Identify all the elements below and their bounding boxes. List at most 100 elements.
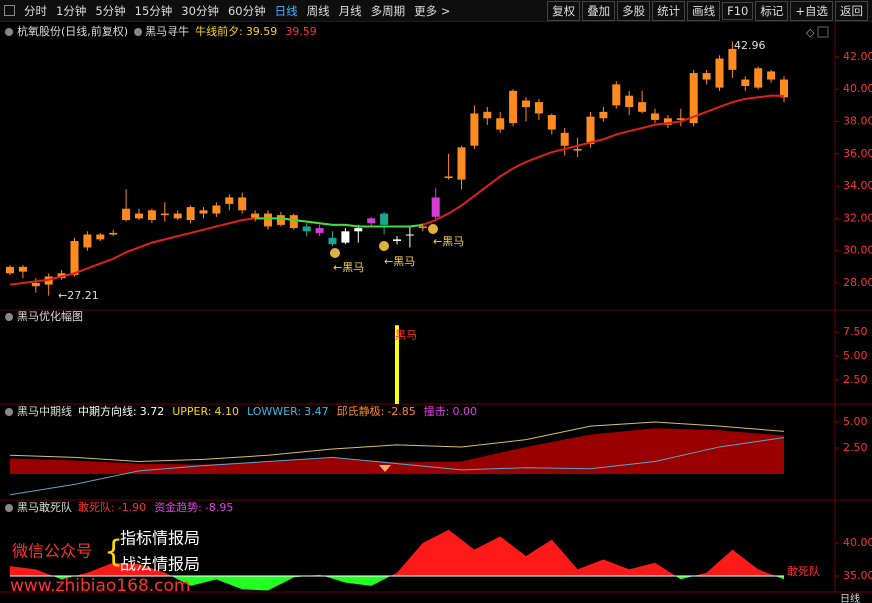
candle-body xyxy=(289,215,298,229)
scroll-box[interactable] xyxy=(817,26,829,38)
tool-button[interactable]: 返回 xyxy=(835,0,868,21)
candle-body xyxy=(444,176,453,179)
tool-button[interactable]: +自选 xyxy=(790,0,833,21)
icon[interactable] xyxy=(4,5,15,16)
candle-body xyxy=(780,79,788,98)
candle-body xyxy=(212,205,221,214)
legend-label: 邱氏静极: xyxy=(337,404,385,418)
y-tick-label: 40.00 xyxy=(843,536,872,549)
candle-body xyxy=(367,218,376,224)
candle-body xyxy=(715,58,724,88)
watermark: 微信公众号 xyxy=(12,542,92,561)
candle-body xyxy=(418,226,427,229)
tool-button[interactable]: 复权 xyxy=(547,0,581,21)
candle-body xyxy=(186,207,195,221)
candle-body xyxy=(496,118,505,130)
header-text: 黑马中期线 xyxy=(17,404,72,418)
period-tab[interactable]: 5分钟 xyxy=(95,3,126,18)
header-text: 黑马优化幅图 xyxy=(17,309,83,323)
end-label: 敢死队 xyxy=(787,564,820,578)
period-tab[interactable]: 更多 > xyxy=(414,3,451,18)
candle-body xyxy=(625,95,634,107)
header-text: 黑马寻牛 xyxy=(145,24,189,38)
bar xyxy=(395,325,399,404)
legend-value: 3.72 xyxy=(140,405,165,418)
candle-body xyxy=(380,213,389,225)
y-tick-label: 30.00 xyxy=(843,244,872,257)
period-tab[interactable]: 15分钟 xyxy=(134,3,173,18)
money-icon xyxy=(428,224,438,234)
candle-body xyxy=(457,147,466,180)
candle-body xyxy=(522,100,530,107)
candle-body xyxy=(676,118,685,120)
period-tab[interactable]: 60分钟 xyxy=(227,3,266,18)
period-tab[interactable]: 月线 xyxy=(338,3,362,18)
candle-body xyxy=(160,213,169,216)
candle-body xyxy=(6,266,14,274)
legend-value: 39.59 xyxy=(285,25,317,38)
candle-body xyxy=(354,228,363,232)
legend-label: 撞击: xyxy=(424,404,450,418)
candle-body xyxy=(264,213,272,227)
indicator-line xyxy=(9,421,785,463)
legend-value: -2.85 xyxy=(387,405,415,418)
candle-body xyxy=(302,226,311,232)
y-tick-label: 35.00 xyxy=(843,569,872,582)
y-tick-label: 7.50 xyxy=(843,325,868,338)
icon[interactable]: ◇ xyxy=(806,26,815,39)
tool-button[interactable]: 统计 xyxy=(652,0,686,21)
y-tick-label: 32.00 xyxy=(843,211,872,224)
candle-body xyxy=(147,210,156,221)
candle-body xyxy=(109,232,118,235)
candle-body xyxy=(238,197,247,211)
panel-icon xyxy=(5,504,13,512)
money-icon xyxy=(379,241,389,251)
candle-body xyxy=(328,237,337,245)
candle-body xyxy=(509,90,518,124)
period-tab[interactable]: 分时 xyxy=(24,3,47,18)
candle-body xyxy=(31,282,40,287)
candle-body xyxy=(122,208,131,221)
watermark: 战法情报局 xyxy=(120,555,200,574)
candle-body xyxy=(393,239,401,241)
y-tick-label: 40.00 xyxy=(843,82,872,95)
footer-label: 日线 xyxy=(840,592,860,603)
area xyxy=(10,428,784,474)
period-tab[interactable]: 30分钟 xyxy=(181,3,219,18)
legend-value: 4.10 xyxy=(215,405,240,418)
legend-value: 0.00 xyxy=(453,405,478,418)
toolbar: 分时 1分钟 5分钟 15分钟 30分钟 60分钟 日线 周线 月线 多周期 更多 > 复权 叠加 多股… xyxy=(0,0,872,22)
money-icon xyxy=(330,248,340,258)
panel-icon xyxy=(5,313,13,321)
tool-button[interactable]: 标记 xyxy=(755,0,789,21)
period-tab[interactable]: 1分钟 xyxy=(56,3,87,18)
tool-button[interactable]: 多股 xyxy=(617,0,651,21)
tool-button[interactable]: F10 xyxy=(722,1,754,20)
panel-icon xyxy=(5,408,13,416)
tool-button[interactable]: 叠加 xyxy=(582,0,616,21)
period-tab[interactable]: 周线 xyxy=(306,3,330,18)
candle-body xyxy=(754,68,763,88)
watermark: 指标情报局 xyxy=(120,529,200,548)
candle-body xyxy=(767,71,776,80)
candle-body xyxy=(573,148,582,151)
tool-button[interactable]: 画线 xyxy=(687,0,721,21)
legend-label: UPPER: xyxy=(172,405,211,418)
y-tick-label: 36.00 xyxy=(843,147,872,160)
candle-body xyxy=(547,115,556,130)
y-tick-label: 34.00 xyxy=(843,179,872,192)
candle-body xyxy=(276,215,285,225)
candle-body xyxy=(663,118,672,125)
legend-value: 39.59 xyxy=(246,25,278,38)
annotation: ←黑马 xyxy=(333,261,364,274)
candle-body xyxy=(96,234,105,240)
legend-label: 资金趋势: xyxy=(154,500,202,514)
legend-label: LOWWER: xyxy=(247,405,301,418)
y-tick-label: 5.00 xyxy=(843,349,868,362)
signal-icon xyxy=(379,465,391,472)
period-tab[interactable]: 多周期 xyxy=(370,3,406,18)
watermark: www.zhibiao168.com xyxy=(10,576,190,596)
candle-body xyxy=(470,113,479,146)
period-tab[interactable]: 日线 xyxy=(274,3,298,18)
